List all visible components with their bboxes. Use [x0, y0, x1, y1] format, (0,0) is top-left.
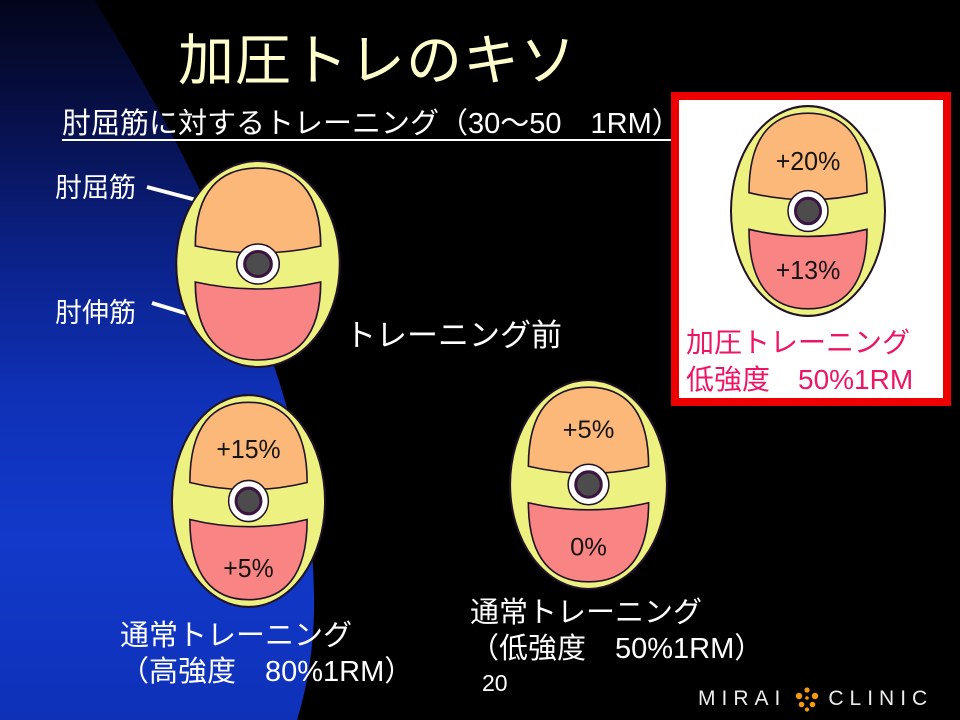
logo-text-clinic: CLINIC: [828, 687, 934, 710]
before-training-label: トレーニング前: [345, 318, 562, 353]
bone-core-icon: [574, 470, 603, 499]
caption-normal-low-line1: 通常トレーニング: [470, 597, 703, 629]
muscle-diagram-normal-high: +15% +5%: [169, 392, 328, 610]
extensor-gain-label: +13%: [776, 257, 841, 285]
muscle-diagram-kaatsu: +20% +13%: [728, 103, 888, 319]
extensor-gain-label: 0%: [570, 534, 607, 562]
clinic-logo: MIRAI CLINIC: [698, 684, 933, 714]
flexor-gain-label: +20%: [776, 148, 841, 176]
kaatsu-caption-line1: 加圧トレーニング: [686, 327, 911, 358]
flexor-label: 肘屈筋: [55, 173, 136, 203]
muscle-diagram-before: [173, 158, 343, 370]
flexor-gain-label: +5%: [563, 416, 615, 444]
flexor-gain-label: +15%: [216, 435, 280, 463]
extensor-label: 肘伸筋: [55, 298, 136, 328]
extensor-gain-label: +5%: [223, 555, 273, 583]
kaatsu-caption-line2: 低強度 50%1RM: [686, 364, 914, 395]
kaatsu-highlight-box: +20% +13% 加圧トレーニング 低強度 50%1RM: [671, 92, 951, 406]
extensor-region: [527, 501, 650, 583]
page-number: 20: [482, 670, 508, 696]
slide-title: 加圧トレのキソ: [178, 29, 577, 92]
caption-normal-high-line2: （高強度 80%1RM）: [120, 656, 414, 688]
bone-core-icon: [234, 486, 263, 516]
caption-normal-high: 通常トレーニング （高強度 80%1RM）: [120, 618, 413, 690]
extensor-region: [189, 518, 308, 601]
logo-text-mirai: MIRAI: [698, 687, 787, 710]
bone-core-icon: [794, 196, 822, 226]
caption-normal-low: 通常トレーニング （低強度 50%1RM）: [470, 595, 763, 667]
extensor-region: [748, 228, 868, 310]
bone-core-icon: [243, 250, 273, 278]
kaatsu-caption: 加圧トレーニング 低強度 50%1RM: [686, 324, 913, 398]
slide-subtitle: 肘屈筋に対するトレーニング（30～50 1RM）: [62, 108, 681, 140]
muscle-diagram-normal-low: +5% 0%: [507, 377, 670, 592]
logo-flower-icon: [796, 687, 819, 712]
caption-normal-low-line2: （低強度 50%1RM）: [470, 633, 764, 665]
caption-normal-high-line1: 通常トレーニング: [120, 620, 353, 652]
